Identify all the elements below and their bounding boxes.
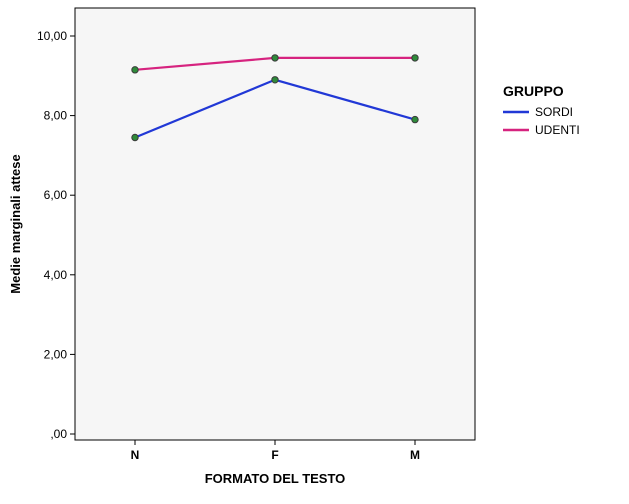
x-axis-title: FORMATO DEL TESTO <box>205 471 346 486</box>
series-marker <box>132 134 138 140</box>
y-tick-label: 2,00 <box>44 347 68 361</box>
y-axis-title: Medie marginali attese <box>8 154 23 293</box>
y-tick-label: 6,00 <box>44 188 68 202</box>
series-marker <box>412 55 418 61</box>
legend-label: SORDI <box>535 105 573 119</box>
series-marker <box>132 67 138 73</box>
x-tick-label: F <box>271 448 278 462</box>
y-tick-label: 8,00 <box>44 109 68 123</box>
x-tick-label: N <box>131 448 140 462</box>
y-tick-label: ,00 <box>50 427 67 441</box>
series-marker <box>412 116 418 122</box>
legend-label: UDENTI <box>535 123 580 137</box>
chart-svg: ,00 2,00 4,00 6,00 8,00 10,00 N F M FORMATO DEL T… <box>0 0 629 504</box>
x-tick-label: M <box>410 448 420 462</box>
y-tick-label: 4,00 <box>44 268 68 282</box>
series-marker <box>272 55 278 61</box>
chart-container: { "chart": { "type": "line", "width": 62… <box>0 0 629 504</box>
legend-title: GRUPPO <box>503 83 564 99</box>
series-marker <box>272 77 278 83</box>
y-tick-label: 10,00 <box>37 29 67 43</box>
